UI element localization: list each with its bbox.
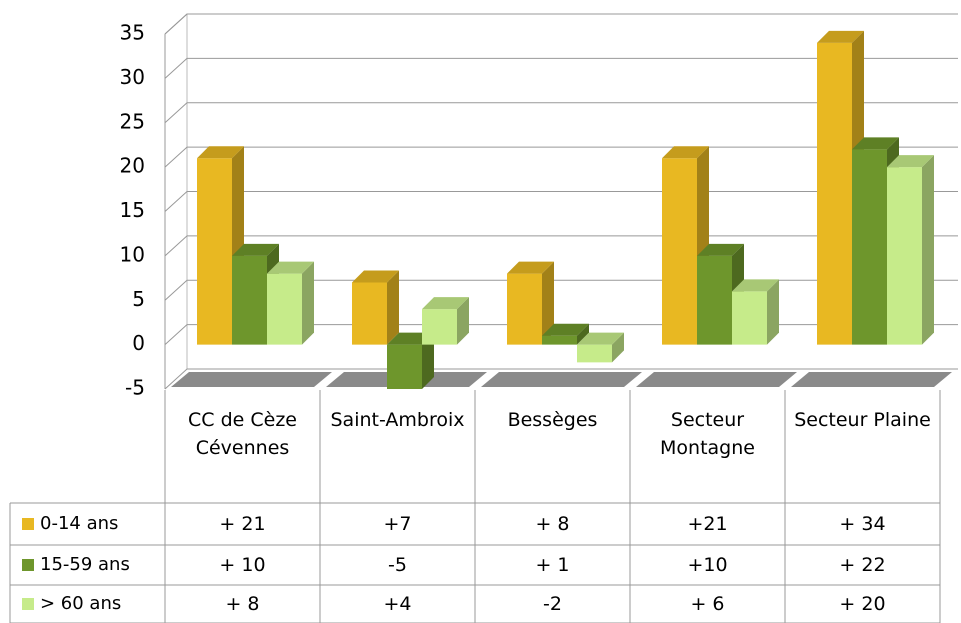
bar bbox=[507, 261, 554, 345]
bar-top bbox=[267, 261, 314, 274]
legend-label: 0-14 ans bbox=[40, 513, 119, 534]
floor bbox=[636, 372, 797, 387]
bar-front bbox=[542, 335, 577, 345]
bar bbox=[542, 323, 589, 345]
legend-swatch bbox=[22, 598, 34, 610]
bar-top bbox=[352, 270, 399, 283]
value-label: + 6 bbox=[690, 593, 725, 615]
bar-front bbox=[732, 291, 767, 345]
bar-top bbox=[577, 332, 624, 345]
category-label: Saint-Ambroix bbox=[330, 409, 465, 431]
bar bbox=[422, 297, 469, 345]
bar-front bbox=[697, 255, 732, 345]
bar-front bbox=[817, 42, 852, 345]
bar-top bbox=[817, 30, 864, 43]
bar-top bbox=[887, 155, 934, 168]
value-label: -5 bbox=[388, 554, 407, 576]
y-tick-label: 35 bbox=[120, 21, 145, 45]
category-label: Secteur Plaine bbox=[794, 409, 931, 431]
category-label: Secteur Montagne bbox=[660, 409, 755, 459]
grid-line bbox=[164, 368, 958, 390]
value-label: + 8 bbox=[535, 513, 570, 535]
grid-line bbox=[164, 57, 958, 79]
y-tick-label: 10 bbox=[120, 242, 145, 266]
bar-side bbox=[422, 332, 434, 389]
category-label: CC de Cèze Cévennes bbox=[188, 409, 297, 459]
value-label: +10 bbox=[687, 554, 728, 576]
y-tick-label: 20 bbox=[120, 154, 145, 178]
value-label: -2 bbox=[543, 593, 562, 615]
bar-top bbox=[697, 243, 744, 256]
legend-entry: 0-14 ans bbox=[10, 503, 165, 545]
bar bbox=[352, 270, 399, 345]
bar bbox=[887, 155, 934, 345]
bar-front bbox=[852, 149, 887, 345]
bar-side bbox=[577, 323, 589, 345]
value-label: + 21 bbox=[219, 513, 266, 535]
legend-label: 15-59 ans bbox=[40, 554, 130, 575]
y-tick-label: 15 bbox=[120, 198, 145, 222]
value-label: + 10 bbox=[219, 554, 266, 576]
bar bbox=[232, 243, 279, 345]
bar-top bbox=[197, 146, 244, 159]
bar-top bbox=[852, 137, 899, 150]
bar-front bbox=[422, 309, 457, 345]
value-label: + 1 bbox=[535, 554, 570, 576]
floor bbox=[171, 372, 332, 387]
legend-swatch bbox=[22, 518, 34, 530]
bar-front bbox=[197, 158, 232, 345]
bar-front bbox=[352, 282, 387, 345]
value-label: + 34 bbox=[839, 513, 886, 535]
bar-front bbox=[887, 167, 922, 345]
bar-top bbox=[232, 243, 279, 256]
value-label: + 22 bbox=[839, 554, 886, 576]
bar-side bbox=[387, 270, 399, 345]
category-label: Bessèges bbox=[507, 409, 598, 431]
bar-side bbox=[457, 297, 469, 345]
value-label: + 8 bbox=[225, 593, 260, 615]
bar-front bbox=[662, 158, 697, 345]
bar bbox=[267, 261, 314, 345]
y-tick-label: 30 bbox=[120, 65, 145, 89]
floor bbox=[481, 372, 642, 387]
bar-top bbox=[422, 297, 469, 310]
y-tick-label: 25 bbox=[120, 109, 145, 133]
bar-top bbox=[507, 261, 554, 274]
y-tick-label: -5 bbox=[125, 376, 145, 400]
bar-front bbox=[577, 344, 612, 363]
bar-side bbox=[302, 261, 314, 345]
bar bbox=[577, 332, 624, 363]
bar bbox=[732, 279, 779, 345]
legend-entry: > 60 ans bbox=[10, 585, 165, 623]
bar-side bbox=[542, 261, 554, 345]
legend-swatch bbox=[22, 559, 34, 571]
legend-entry: 15-59 ans bbox=[10, 545, 165, 585]
grid-line bbox=[164, 102, 958, 124]
bar-side bbox=[922, 155, 934, 345]
bar-top bbox=[542, 323, 589, 336]
value-label: + 20 bbox=[839, 593, 886, 615]
grid-line bbox=[164, 13, 958, 35]
bar-top bbox=[732, 279, 779, 292]
bar-front bbox=[267, 273, 302, 345]
bar-front bbox=[507, 273, 542, 345]
value-label: +4 bbox=[383, 593, 412, 615]
floor bbox=[791, 372, 952, 387]
value-label: +7 bbox=[383, 513, 412, 535]
y-tick-label: 5 bbox=[132, 287, 145, 311]
value-label: +21 bbox=[687, 513, 728, 535]
bar-front bbox=[387, 344, 422, 389]
bar-side bbox=[767, 279, 779, 345]
bar-front bbox=[232, 255, 267, 345]
bar-top bbox=[662, 146, 709, 159]
y-tick-label: 0 bbox=[132, 331, 145, 355]
bar-side bbox=[612, 332, 624, 363]
legend-label: > 60 ans bbox=[40, 593, 122, 614]
